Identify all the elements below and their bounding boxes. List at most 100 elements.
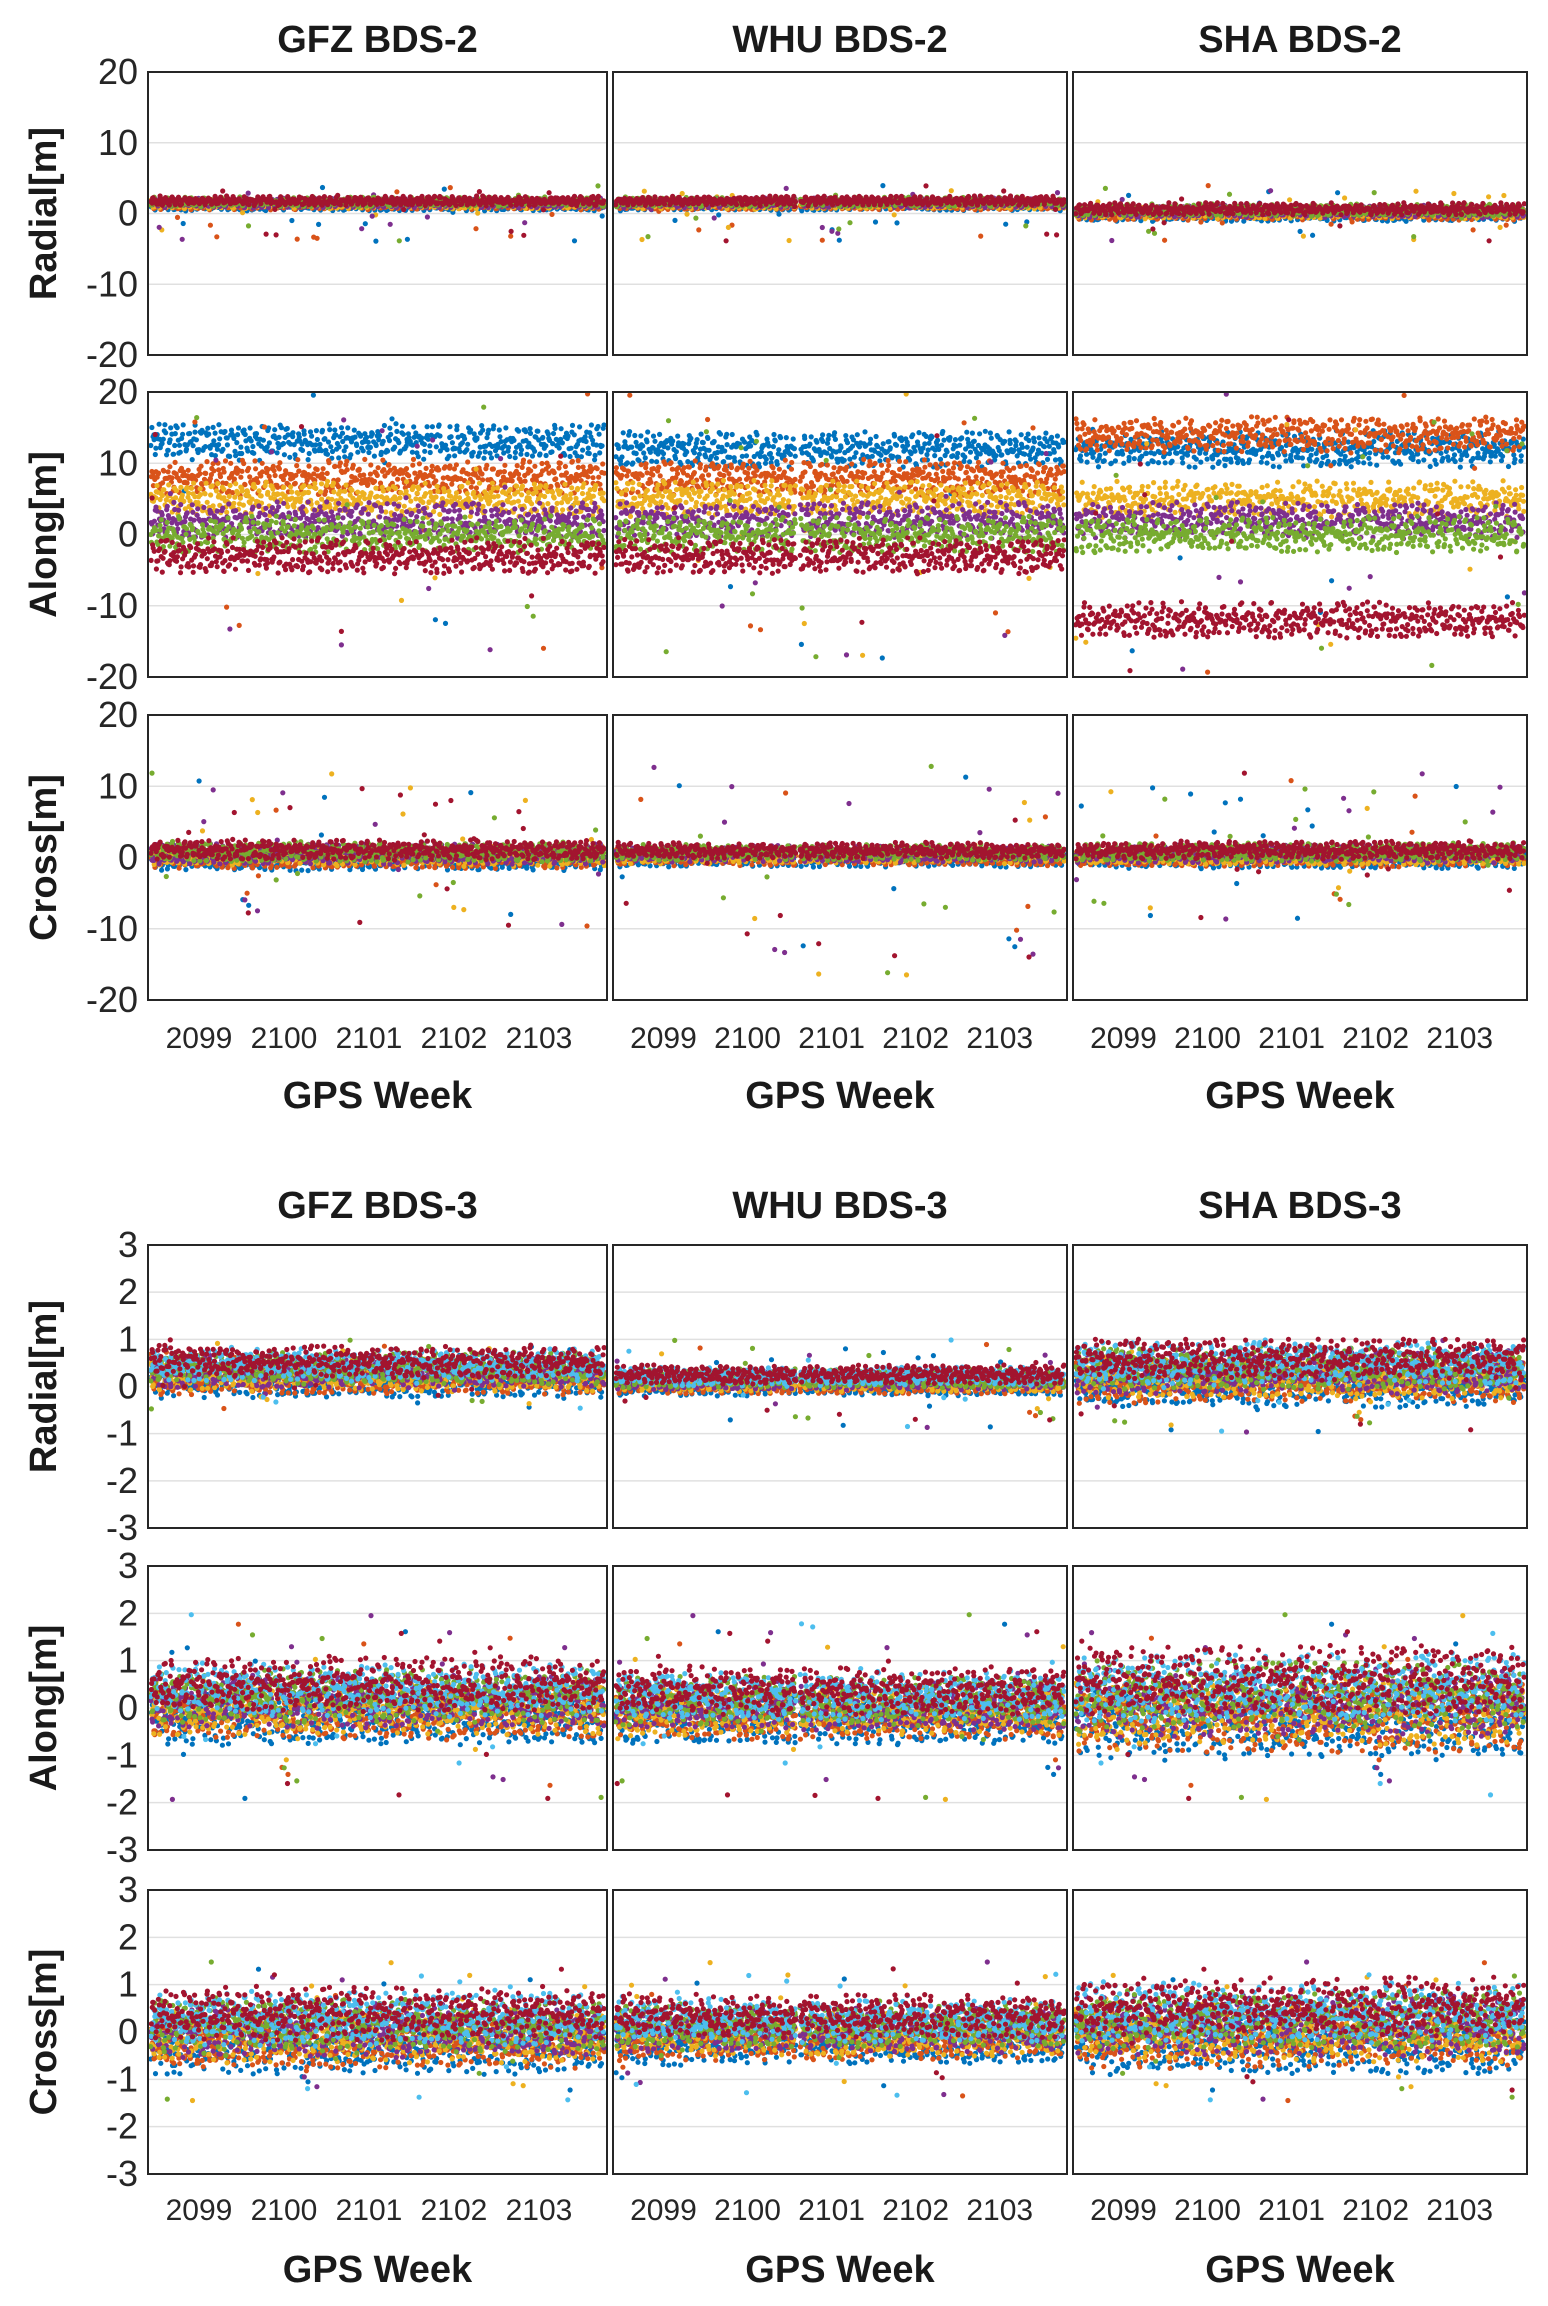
bds3-panel-r3c2	[612, 1889, 1068, 2175]
bds3-series-3-points	[1073, 1613, 1527, 1802]
bds2-series-1-points	[613, 428, 1067, 661]
bds3-figure-group: GFZ BDS-3 WHU BDS-3 SHA BDS-3Radial[m]3210…	[23, 1185, 1528, 2291]
scatter-points	[613, 1337, 1067, 1430]
bds2-series-3-points	[148, 466, 607, 603]
bds3-ytick-r1-6: -2	[106, 1460, 138, 1501]
bds2-xtick-c1-5: 2103	[506, 1022, 573, 1055]
bds2-ytick-r3-3: 0	[118, 837, 138, 878]
scatter-points	[613, 182, 1067, 244]
plot-area-frame	[612, 1565, 1068, 1851]
bds3-panel-r2c1	[147, 1565, 608, 1851]
bds2-series-6-points	[1073, 196, 1527, 244]
bds2-series-2-points	[1073, 777, 1527, 902]
bds3-ytick-r3-1: 3	[118, 1869, 138, 1910]
bds2-xtick-c2-5: 2103	[966, 1022, 1033, 1055]
bds2-series-5-points	[613, 415, 1067, 660]
bds2-panel-r3c2	[612, 714, 1068, 1001]
bds3-xlabel-3: GPS Week	[1205, 2249, 1395, 2291]
scatter-points	[148, 1612, 607, 1802]
bds2-ytick-r3-1: 20	[98, 694, 138, 735]
bds3-xlabel-2: GPS Week	[745, 2249, 935, 2291]
bds2-series-2-points	[1073, 392, 1527, 675]
bds2-xtick-c3-5: 2103	[1426, 1022, 1493, 1055]
bds3-ytick-r1-4: 0	[118, 1366, 138, 1407]
plot-area-frame	[147, 1244, 608, 1529]
bds3-ylabel-cross: Cross[m]	[23, 1949, 65, 2116]
bds2-xtick-c3-3: 2101	[1258, 1022, 1325, 1055]
plot-area-frame	[612, 1889, 1068, 2175]
bds2-xtick-c3-1: 2099	[1090, 1022, 1157, 1055]
bds3-series-6-points	[1073, 1630, 1527, 1798]
bds2-ytick-r2-2: 10	[98, 442, 138, 483]
bds2-series-3-points	[613, 799, 1067, 978]
bds2-ytick-r3-4: -10	[86, 908, 138, 949]
bds3-panel-r3c3	[1072, 1889, 1528, 2175]
bds3-xtick-c3-1: 2099	[1090, 2194, 1157, 2227]
scatter-points	[148, 392, 607, 653]
plot-area-frame	[147, 1565, 608, 1851]
scatter-points	[1073, 182, 1527, 244]
scatter-points	[613, 1959, 1067, 2099]
bds3-series-7-points	[613, 1629, 1067, 1801]
bds2-series-5-points	[613, 763, 1067, 976]
plot-area-frame	[1072, 1889, 1528, 2175]
bds3-ytick-r2-1: 3	[118, 1545, 138, 1586]
bds2-xlabel-2: GPS Week	[745, 1075, 935, 1117]
bds2-series-5-points	[148, 770, 607, 899]
bds3-ytick-r3-6: -2	[106, 2106, 138, 2147]
bds2-xtick-c2-4: 2102	[882, 1022, 949, 1055]
bds3-series-7-points	[613, 1966, 1067, 2081]
bds2-series-6-points	[148, 785, 607, 928]
plot-area-frame	[1072, 714, 1528, 1001]
bds3-xtick-c2-3: 2101	[798, 2194, 865, 2227]
bds3-ytick-r1-3: 1	[118, 1318, 138, 1359]
bds2-figure-group: GFZ BDS-2 WHU BDS-2 SHA BDS-2 Radial[m] 20 10…	[23, 19, 1528, 1117]
bds3-series-1-points	[1073, 1977, 1527, 2093]
bds2-panel-title-1: GFZ BDS-2	[277, 19, 478, 61]
bds2-panel-r2c3	[1072, 391, 1528, 678]
bds3-series-3-points	[613, 1959, 1067, 2085]
bds3-xtick-c3-4: 2102	[1342, 2194, 1409, 2227]
bds2-series-4-points	[1073, 188, 1527, 244]
scatter-points	[148, 183, 607, 244]
bds3-panel-title-1: GFZ BDS-3	[277, 1185, 478, 1227]
bds2-ytick-r2-4: -10	[86, 585, 138, 626]
bds2-panel-r2c1	[147, 391, 608, 678]
bds3-ytick-r3-5: -1	[106, 2058, 138, 2099]
bds3-series-7-points	[1073, 1966, 1527, 2093]
bds3-panel-r2c2	[612, 1565, 1068, 1851]
bds3-ytick-r1-1: 3	[118, 1224, 138, 1265]
bds2-xtick-c3-2: 2100	[1174, 1022, 1241, 1055]
bds2-series-4-points	[1073, 392, 1527, 672]
plot-area-frame	[1072, 391, 1528, 678]
bds2-ylabel-cross: Cross[m]	[23, 774, 65, 941]
scatter-points	[1073, 392, 1527, 675]
bds3-ytick-r1-5: -1	[106, 1413, 138, 1454]
plot-area-frame	[1072, 1565, 1528, 1851]
bds2-ylabel-radial: Radial[m]	[23, 127, 65, 300]
scatter-points	[148, 770, 607, 929]
bds3-panel-r1c1	[147, 1244, 608, 1529]
bds3-xtick-c1-4: 2102	[421, 2194, 488, 2227]
bds2-series-5-points	[1073, 419, 1527, 668]
bds3-series-6-points	[148, 1973, 607, 2103]
bds3-ytick-r1-2: 2	[118, 1271, 138, 1312]
bds3-panel-r1c2	[612, 1244, 1068, 1529]
bds3-xtick-c3-2: 2100	[1174, 2194, 1241, 2227]
bds3-series-6-points	[1073, 1972, 1527, 2103]
bds2-panel-title-2: WHU BDS-2	[732, 19, 947, 61]
bds3-xtick-c2-4: 2102	[882, 2194, 949, 2227]
scatter-points	[1073, 770, 1527, 922]
bds3-panel-r2c3	[1072, 1565, 1528, 1851]
bds2-series-6-points	[1073, 770, 1527, 921]
bds2-panel-r2c2	[612, 391, 1068, 678]
bds3-series-7-points	[1073, 1629, 1527, 1801]
bds2-series-6-points	[613, 183, 1067, 244]
bds3-series-7-points	[148, 1630, 607, 1801]
plot-area-frame	[612, 71, 1068, 356]
bds2-series-6-points	[148, 188, 607, 238]
bds3-ytick-r3-4: 0	[118, 2011, 138, 2052]
bds3-xtick-c2-5: 2103	[966, 2194, 1033, 2227]
bds2-ytick-r1-2: 10	[98, 122, 138, 163]
